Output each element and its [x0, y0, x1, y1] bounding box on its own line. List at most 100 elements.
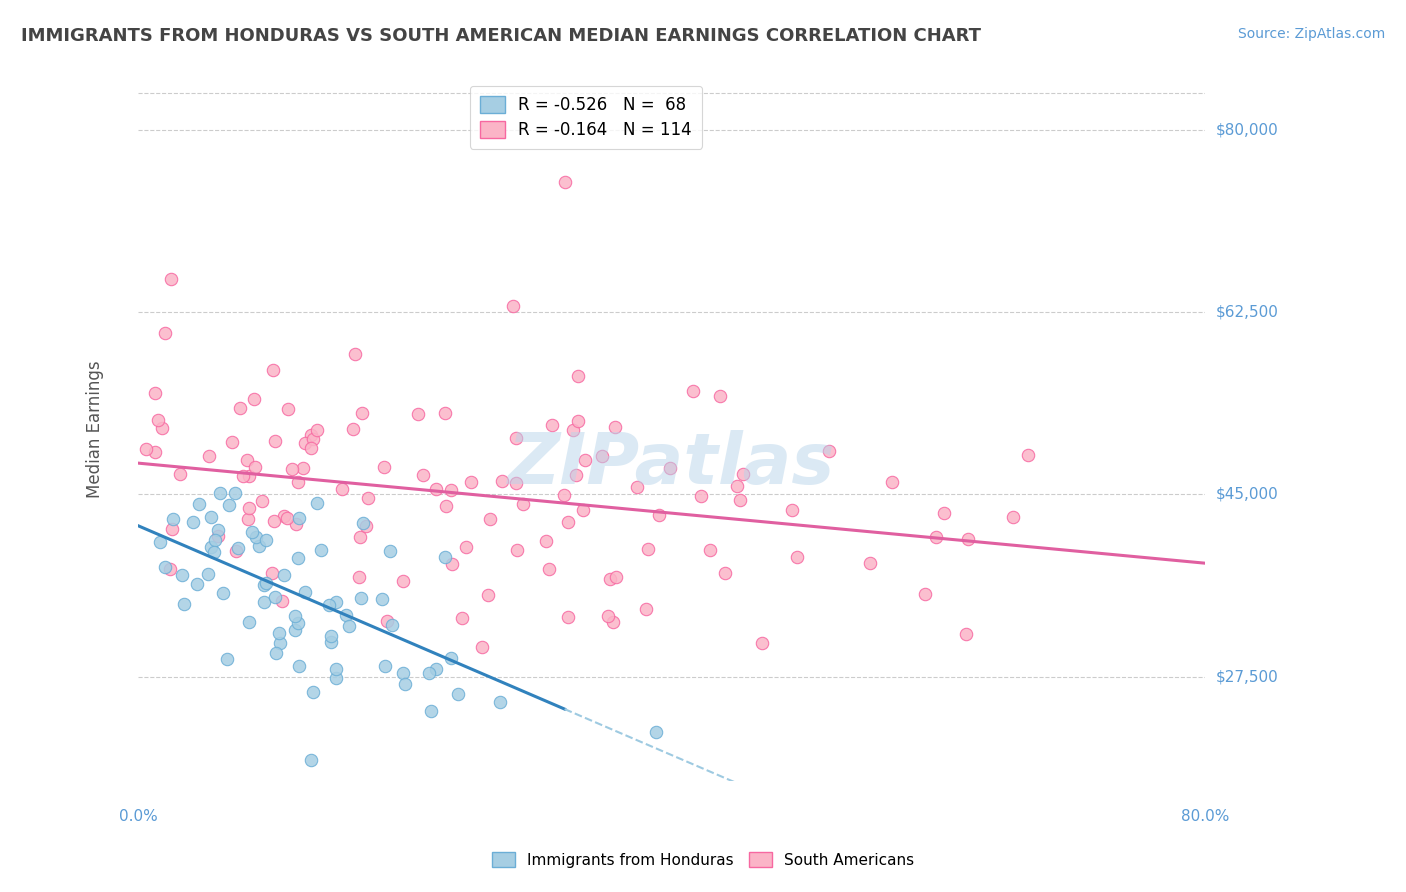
Point [460, 475, 482, 489]
Point [567, 413, 589, 427]
Point [287, 475, 309, 490]
Point [228, 401, 250, 415]
Point [169, 467, 191, 482]
Point [343, 347, 366, 361]
Point [221, 435, 243, 450]
Point [309, 542, 332, 557]
Point [318, 598, 340, 612]
Point [249, 539, 271, 553]
Point [335, 607, 357, 622]
Point [375, 614, 398, 628]
Point [447, 687, 470, 701]
Point [565, 468, 588, 483]
Point [477, 588, 499, 602]
Text: $62,500: $62,500 [1215, 304, 1278, 319]
Point [709, 389, 731, 403]
Point [149, 535, 172, 549]
Point [502, 299, 524, 313]
Point [637, 541, 659, 556]
Point [307, 496, 329, 510]
Point [287, 551, 309, 566]
Point [408, 407, 430, 421]
Point [277, 401, 299, 416]
Point [557, 515, 579, 529]
Point [264, 434, 287, 449]
Text: $80,000: $80,000 [1215, 122, 1278, 137]
Point [491, 474, 513, 488]
Point [254, 576, 277, 591]
Point [200, 510, 222, 524]
Point [561, 423, 583, 437]
Point [301, 685, 323, 699]
Point [591, 449, 613, 463]
Point [170, 568, 193, 582]
Point [434, 499, 457, 513]
Point [478, 511, 501, 525]
Point [181, 515, 204, 529]
Point [441, 557, 464, 571]
Point [266, 646, 288, 660]
Point [574, 452, 596, 467]
Point [392, 574, 415, 589]
Point [419, 704, 441, 718]
Point [659, 460, 682, 475]
Point [155, 326, 177, 341]
Point [648, 508, 671, 522]
Point [276, 511, 298, 525]
Point [914, 587, 936, 601]
Point [197, 566, 219, 581]
Point [699, 543, 721, 558]
Point [380, 618, 402, 632]
Point [537, 562, 560, 576]
Point [208, 486, 231, 500]
Point [243, 392, 266, 406]
Point [682, 384, 704, 399]
Text: IMMIGRANTS FROM HONDURAS VS SOUTH AMERICAN MEDIAN EARNINGS CORRELATION CHART: IMMIGRANTS FROM HONDURAS VS SOUTH AMERIC… [21, 27, 981, 45]
Point [254, 533, 277, 548]
Point [780, 503, 803, 517]
Point [599, 572, 621, 586]
Point [425, 482, 447, 496]
Point [392, 665, 415, 680]
Point [143, 386, 166, 401]
Point [373, 460, 395, 475]
Point [350, 406, 373, 420]
Point [325, 671, 347, 685]
Point [288, 659, 311, 673]
Point [269, 636, 291, 650]
Point [262, 566, 284, 581]
Point [281, 461, 304, 475]
Point [505, 431, 527, 445]
Point [135, 442, 157, 456]
Point [225, 544, 247, 558]
Point [245, 530, 267, 544]
Point [153, 559, 176, 574]
Text: $27,500: $27,500 [1215, 669, 1278, 684]
Point [540, 418, 562, 433]
Legend: Immigrants from Honduras, South Americans: Immigrants from Honduras, South American… [484, 844, 922, 875]
Point [536, 534, 558, 549]
Point [567, 369, 589, 384]
Point [207, 529, 229, 543]
Point [232, 468, 254, 483]
Point [751, 636, 773, 650]
Point [786, 549, 808, 564]
Point [378, 544, 401, 558]
Point [238, 615, 260, 629]
Point [526, 842, 548, 856]
Point [294, 435, 316, 450]
Point [325, 662, 347, 676]
Point [319, 629, 342, 643]
Point [188, 497, 211, 511]
Point [307, 423, 329, 437]
Point [302, 432, 325, 446]
Point [412, 468, 434, 483]
Point [454, 540, 477, 554]
Point [160, 272, 183, 286]
Point [294, 585, 316, 599]
Point [207, 524, 229, 538]
Point [471, 640, 494, 655]
Point [955, 627, 977, 641]
Point [342, 422, 364, 436]
Point [173, 597, 195, 611]
